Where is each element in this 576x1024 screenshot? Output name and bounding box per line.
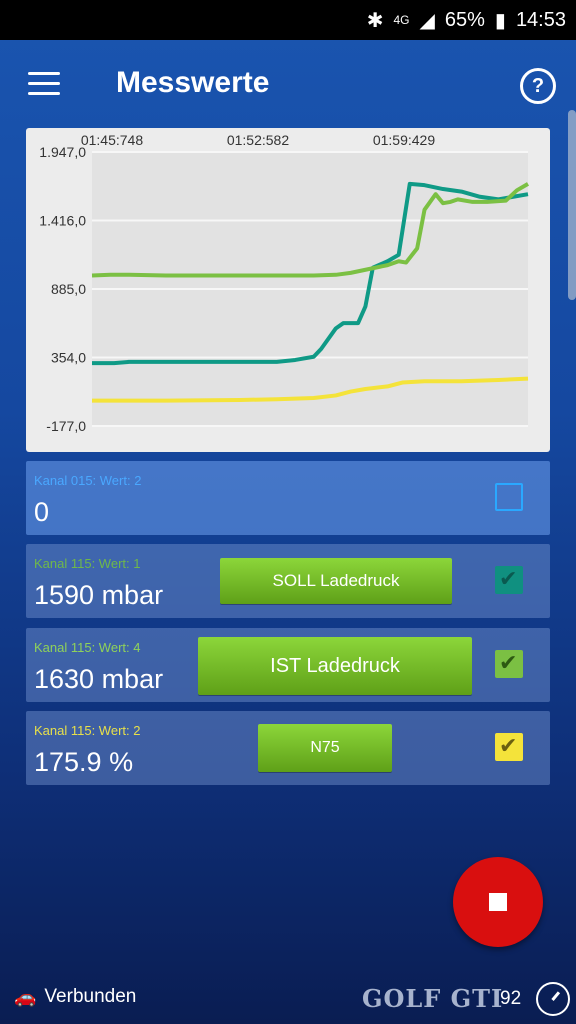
status-bar: ✱ 4G ◢ 65% ▮ 14:53 [0,0,576,40]
channel-label: Kanal 115: Wert: 4 [34,640,141,655]
golfgti-watermark: GOLF GTI [362,984,504,1013]
page-title: Messwerte [116,66,270,99]
speedometer-icon [536,982,570,1016]
channel-checkbox[interactable]: ✔ [495,566,523,594]
channel-value: 0 [34,497,50,527]
line-chart: 1.947,0 1.416,0 885,0 354,0 -177,0 01:45:748 0… [39,132,530,434]
y-tick-label: -177,0 [46,418,86,434]
ist-ladedruck-button[interactable]: IST Ladedruck [198,637,472,695]
channel-label: Kanal 015: Wert: 2 [34,473,142,488]
soll-ladedruck-button[interactable]: SOLL Ladedruck [220,558,452,604]
car-icon: 🚗 [14,986,37,1007]
help-icon[interactable]: ? [520,68,556,104]
menu-icon[interactable] [28,72,60,96]
y-tick-label: 354,0 [51,350,86,366]
channel-row-1[interactable]: Kanal 015: Wert: 2 0 [26,461,550,535]
network-label: 4G [393,13,410,27]
channel-row-3[interactable]: Kanal 115: Wert: 4 1630 mbar IST Ladedru… [26,628,550,702]
channel-checkbox[interactable] [495,483,523,511]
signal-icon: ◢ [419,9,435,32]
channel-label: Kanal 115: Wert: 2 [34,723,141,738]
battery-label: 65% [444,8,485,31]
stop-recording-button[interactable] [453,857,543,947]
bluetooth-icon: ✱ [366,9,384,32]
channel-checkbox[interactable]: ✔ [495,733,523,761]
x-tick-label: 01:59:429 [373,132,435,148]
channel-checkbox[interactable]: ✔ [495,650,523,678]
x-tick-label: 01:45:748 [81,132,143,148]
counter-label: 92 [500,988,522,1009]
clock: 14:53 [515,8,566,31]
series-line-3 [92,376,529,403]
checkmark-icon: ✔ [499,650,518,675]
channel-row-2[interactable]: Kanal 115: Wert: 1 1590 mbar SOLL Ladedr… [26,544,550,618]
channel-value: 1590 mbar [34,580,164,610]
y-tick-label: 1.947,0 [39,144,86,160]
chart-card: 1.947,0 1.416,0 885,0 354,0 -177,0 01:45:748 0… [26,128,550,452]
series-line-2 [91,182,530,278]
channel-value: 1630 mbar [34,664,164,694]
battery-icon: ▮ [494,9,506,32]
connection-status: 🚗 Verbunden [14,986,136,1008]
x-tick-label: 01:52:582 [227,132,289,148]
connection-label: Verbunden [44,986,137,1007]
scroll-indicator[interactable] [568,110,576,300]
y-tick-label: 885,0 [51,281,86,297]
stop-icon [489,893,507,911]
channel-label: Kanal 115: Wert: 1 [34,556,141,571]
checkmark-icon: ✔ [499,566,518,591]
channel-value: 175.9 % [34,747,134,777]
n75-button[interactable]: N75 [258,724,392,772]
y-tick-label: 1.416,0 [39,213,86,229]
channel-row-4[interactable]: Kanal 115: Wert: 2 175.9 % N75 ✔ [26,711,550,785]
app-bar: Messwerte ? [0,40,576,130]
series-line-1 [92,181,529,366]
checkmark-icon: ✔ [499,733,518,758]
